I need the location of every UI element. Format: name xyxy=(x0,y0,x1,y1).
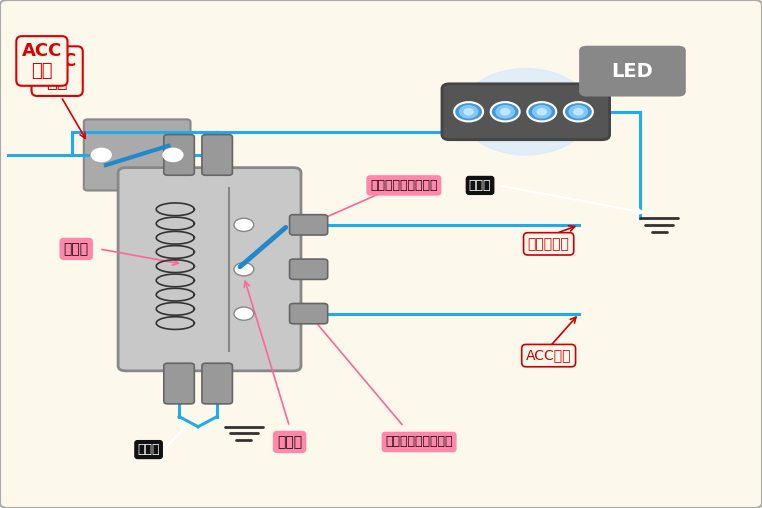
FancyBboxPatch shape xyxy=(579,46,686,97)
Circle shape xyxy=(537,109,546,115)
Circle shape xyxy=(91,148,111,162)
Circle shape xyxy=(565,103,592,121)
Circle shape xyxy=(234,218,254,232)
FancyBboxPatch shape xyxy=(290,215,328,235)
Text: ノーマリークローズ: ノーマリークローズ xyxy=(370,179,437,192)
FancyBboxPatch shape xyxy=(84,119,190,190)
Circle shape xyxy=(234,263,254,276)
Text: ACC
電源: ACC 電源 xyxy=(37,52,77,90)
FancyBboxPatch shape xyxy=(290,303,328,324)
Circle shape xyxy=(455,103,482,121)
Text: コモン: コモン xyxy=(277,435,302,449)
Circle shape xyxy=(569,106,588,118)
Polygon shape xyxy=(579,84,617,91)
FancyBboxPatch shape xyxy=(164,135,194,175)
Circle shape xyxy=(501,109,510,115)
Text: ACC電源: ACC電源 xyxy=(526,348,572,363)
Circle shape xyxy=(234,307,254,320)
FancyBboxPatch shape xyxy=(202,363,232,404)
Text: ノーマリーオープン: ノーマリーオープン xyxy=(386,435,453,449)
FancyBboxPatch shape xyxy=(290,259,328,279)
FancyBboxPatch shape xyxy=(118,168,301,371)
Text: LED: LED xyxy=(612,61,653,81)
Circle shape xyxy=(533,106,551,118)
Circle shape xyxy=(464,109,473,115)
Text: アース: アース xyxy=(469,179,491,192)
FancyBboxPatch shape xyxy=(202,135,232,175)
Circle shape xyxy=(496,106,514,118)
FancyBboxPatch shape xyxy=(442,84,610,140)
Circle shape xyxy=(461,69,591,155)
Circle shape xyxy=(491,103,519,121)
Circle shape xyxy=(528,103,555,121)
Text: アース: アース xyxy=(137,443,160,456)
Circle shape xyxy=(574,109,583,115)
Text: ACC
電源: ACC 電源 xyxy=(22,42,62,80)
FancyBboxPatch shape xyxy=(164,363,194,404)
Text: コイル: コイル xyxy=(64,242,88,256)
Circle shape xyxy=(163,148,183,162)
Text: イルミ電源: イルミ電源 xyxy=(528,237,569,251)
Circle shape xyxy=(459,106,478,118)
